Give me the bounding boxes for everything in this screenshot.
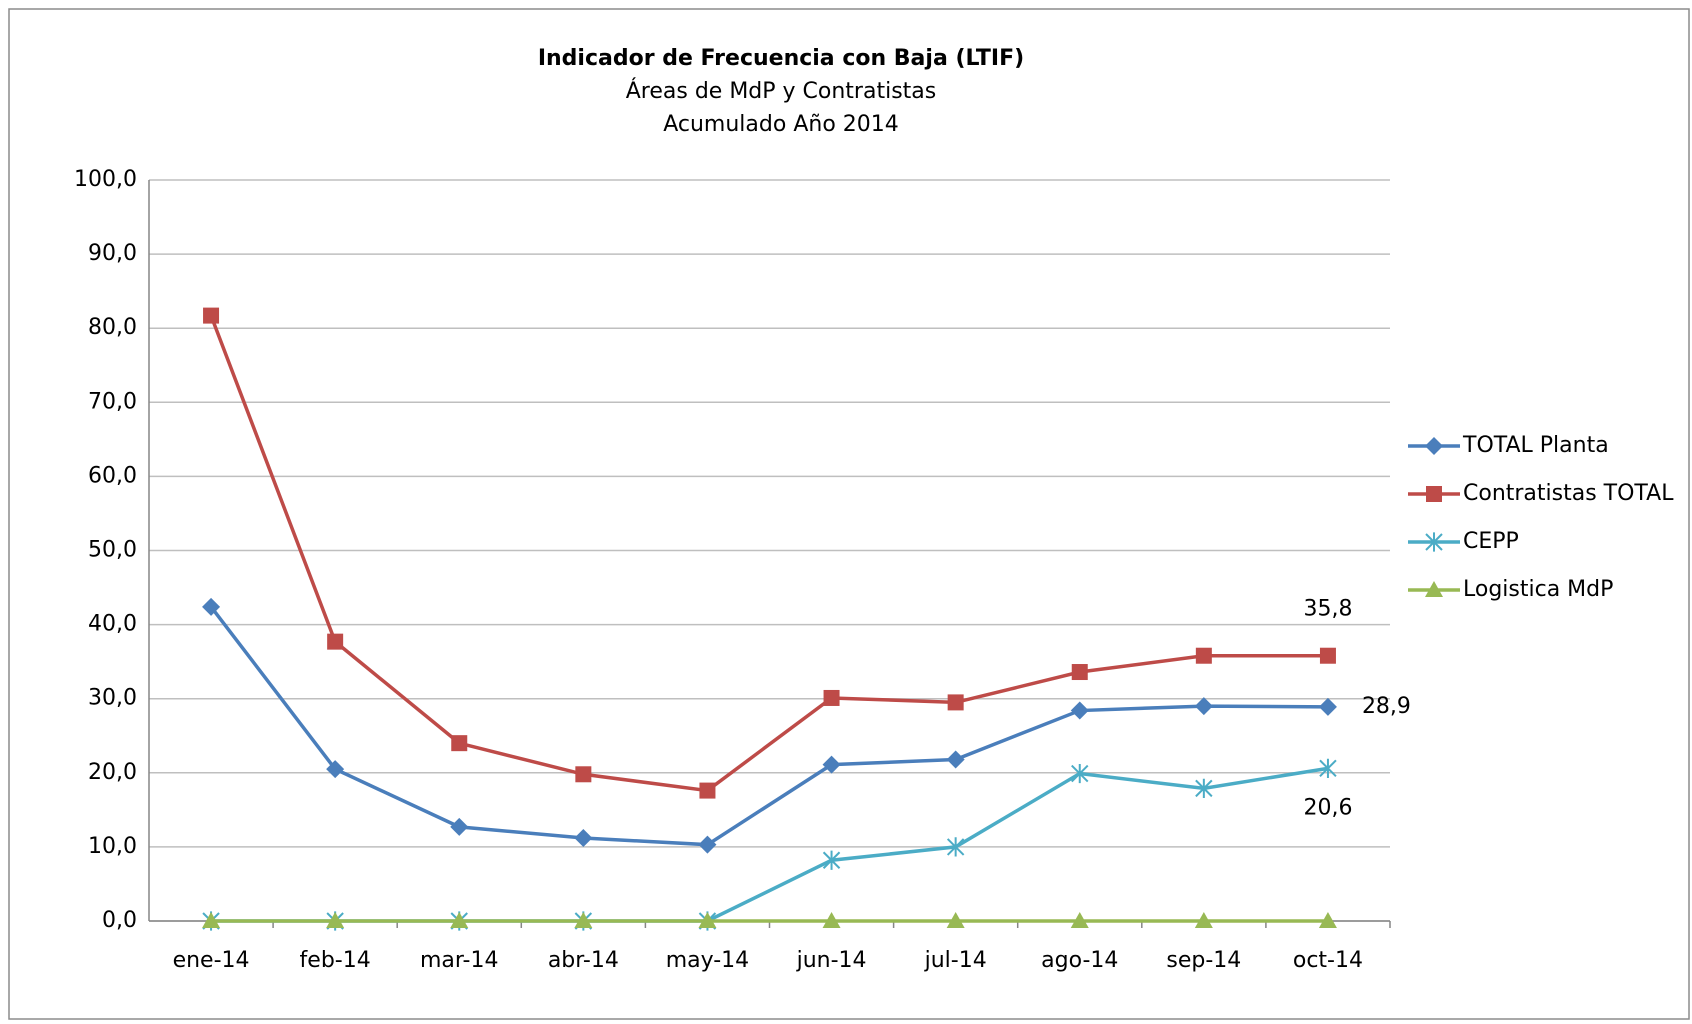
data-label: 28,9 — [1362, 694, 1411, 719]
x-tick-label: ene-14 — [173, 948, 250, 973]
x-tick-label: mar-14 — [420, 948, 498, 973]
marker — [822, 850, 841, 870]
marker — [698, 835, 717, 854]
marker — [450, 817, 469, 836]
y-tick-label: 70,0 — [88, 389, 137, 414]
marker — [326, 912, 345, 928]
marker — [947, 694, 964, 711]
y-tick-label: 10,0 — [88, 834, 137, 859]
legend-label: Contratistas TOTAL — [1463, 481, 1674, 506]
marker — [450, 912, 469, 928]
series-line — [209, 314, 1328, 793]
chart-border — [8, 8, 1690, 1020]
x-tick-label: may-14 — [666, 948, 749, 973]
marker — [1071, 763, 1089, 784]
y-tick-label: 30,0 — [88, 686, 137, 711]
x-tick-label: jul-14 — [924, 948, 987, 973]
marker — [1319, 647, 1336, 664]
marker — [1425, 581, 1443, 597]
marker — [946, 912, 965, 928]
marker — [574, 912, 593, 928]
y-tick-label: 60,0 — [88, 463, 137, 488]
marker — [1318, 912, 1337, 928]
y-tick-label: 100,0 — [74, 167, 137, 192]
marker — [1425, 532, 1443, 552]
marker — [1195, 647, 1212, 664]
x-tick-label: ago-14 — [1041, 948, 1118, 973]
y-tick-label: 90,0 — [88, 241, 137, 266]
x-tick-label: sep-14 — [1166, 948, 1241, 973]
legend-label: CEPP — [1463, 529, 1519, 554]
marker — [1194, 697, 1213, 716]
marker — [202, 597, 221, 616]
marker — [698, 912, 717, 928]
marker — [1071, 664, 1088, 681]
marker — [1425, 437, 1443, 455]
y-tick-label: 0,0 — [102, 908, 137, 933]
marker — [822, 755, 841, 774]
marker — [327, 633, 344, 650]
marker — [1194, 912, 1213, 928]
marker — [202, 912, 221, 928]
legend-label: Logistica MdP — [1463, 577, 1613, 602]
marker — [823, 689, 840, 706]
data-label: 20,6 — [1303, 795, 1352, 820]
marker — [699, 782, 716, 799]
marker — [946, 837, 965, 857]
chart-title: Indicador de Frecuencia con Baja (LTIF) — [538, 46, 1024, 71]
x-tick-label: abr-14 — [548, 948, 619, 973]
marker — [1070, 912, 1089, 928]
marker — [1319, 758, 1337, 778]
y-tick-label: 50,0 — [88, 538, 137, 563]
x-tick-label: feb-14 — [300, 948, 371, 973]
chart-subtitle: Acumulado Año 2014 — [663, 112, 899, 137]
marker — [1426, 486, 1442, 502]
marker — [946, 750, 965, 769]
marker — [574, 829, 593, 848]
chart-subtitle: Áreas de MdP y Contratistas — [626, 78, 936, 104]
x-tick-label: oct-14 — [1293, 948, 1363, 973]
marker — [1070, 701, 1089, 720]
x-tick-label: jun-14 — [796, 948, 867, 973]
legend-label: TOTAL Planta — [1462, 433, 1609, 458]
marker — [1318, 697, 1337, 716]
marker — [1195, 778, 1213, 798]
marker — [451, 735, 468, 752]
y-tick-label: 40,0 — [88, 612, 137, 637]
marker — [575, 766, 592, 783]
series-line — [209, 605, 1328, 847]
y-tick-label: 80,0 — [88, 315, 137, 340]
data-label: 35,8 — [1303, 597, 1352, 622]
marker — [203, 307, 220, 324]
y-tick-label: 20,0 — [88, 760, 137, 785]
marker — [822, 912, 841, 928]
marker — [326, 760, 345, 779]
